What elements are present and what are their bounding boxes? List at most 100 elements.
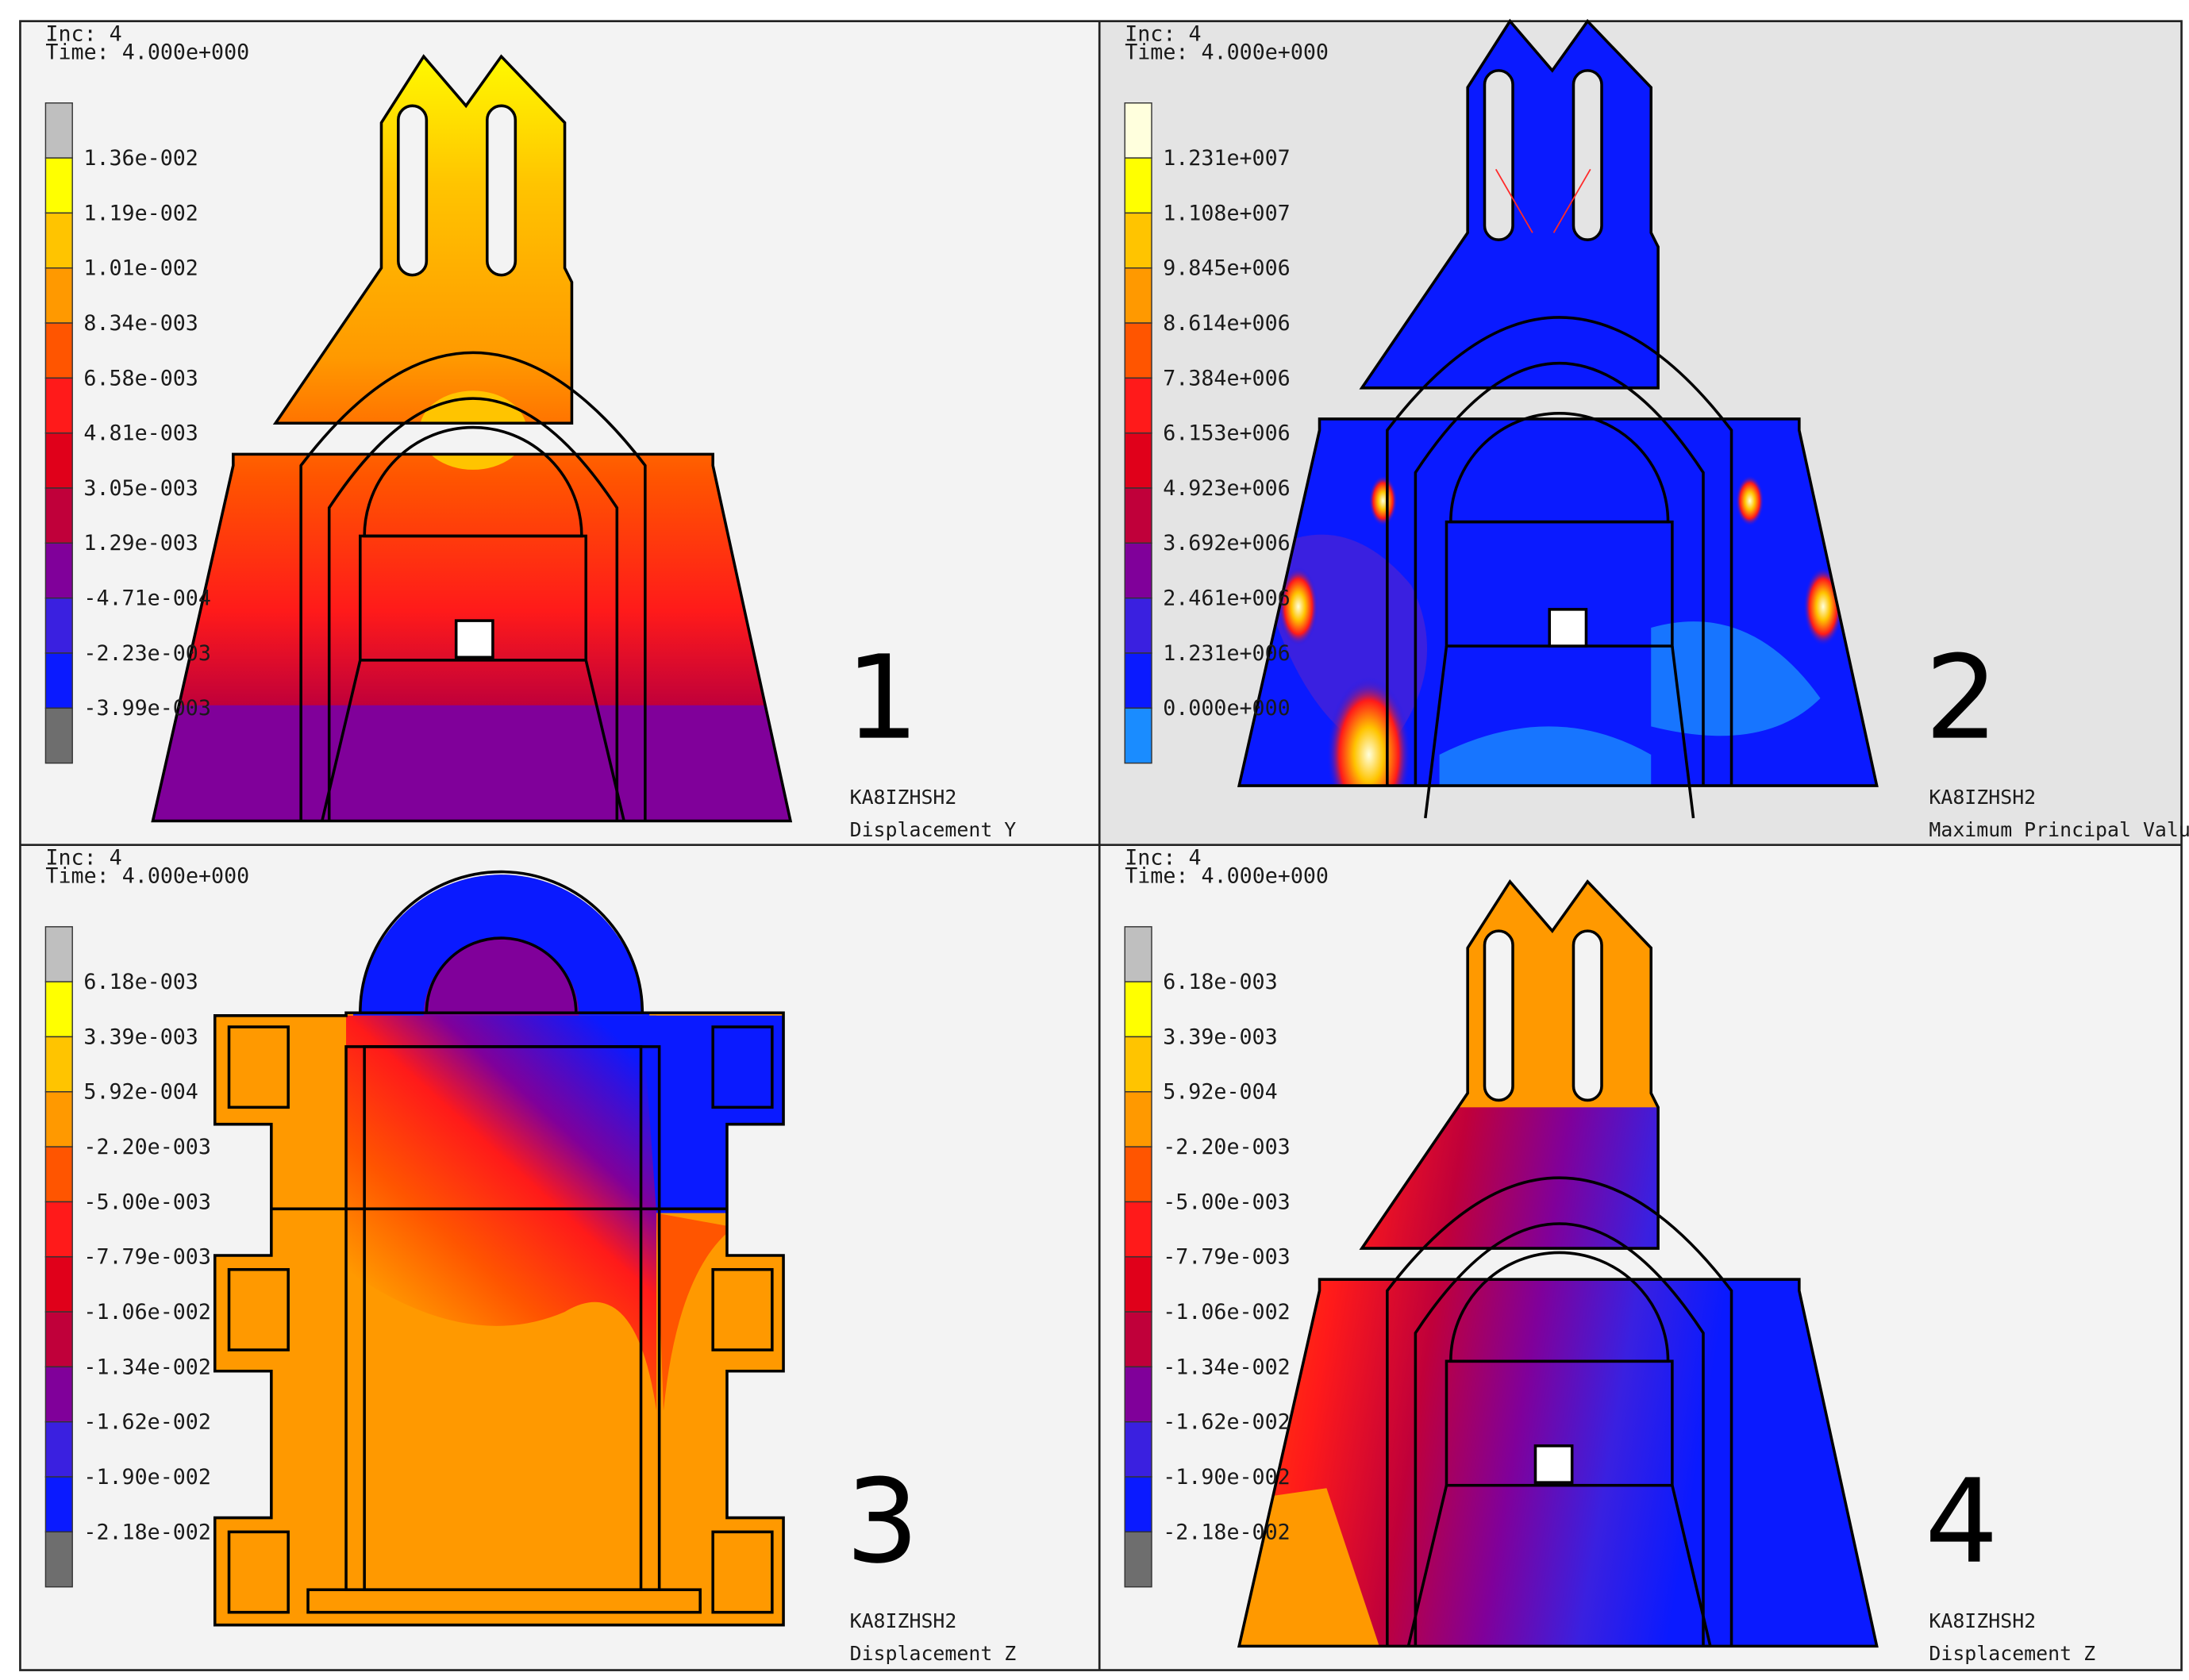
legend-swatch bbox=[1124, 981, 1152, 1038]
legend-label: -7.79e-003 bbox=[1163, 1245, 1290, 1270]
legend-label: 1.231e+007 bbox=[1163, 146, 1290, 171]
time-label: Time: 4.000e+000 bbox=[45, 864, 249, 889]
inc-label: Inc: 4 bbox=[45, 22, 121, 47]
legend-label: 3.692e+006 bbox=[1163, 531, 1290, 556]
panel-number: 1 bbox=[845, 632, 919, 766]
legend-swatch bbox=[44, 1366, 73, 1423]
legend-label: 1.19e-002 bbox=[83, 201, 198, 225]
legend-label: 6.153e+006 bbox=[1163, 421, 1290, 446]
legend-label: -5.00e-003 bbox=[83, 1190, 210, 1214]
legend-swatch bbox=[1124, 926, 1152, 982]
legend-label: 6.58e-003 bbox=[83, 366, 198, 390]
legend-swatch bbox=[44, 487, 73, 544]
color-legend: 6.18e-003 3.39e-003 5.92e-004 -2.20e-003 -5.… bbox=[1124, 926, 1291, 1588]
legend-swatch bbox=[44, 377, 73, 434]
legend-label: 8.614e+006 bbox=[1163, 311, 1290, 336]
legend-label: 0.000e+000 bbox=[1163, 696, 1290, 721]
time-label: Time: 4.000e+000 bbox=[1125, 40, 1329, 65]
legend-swatch bbox=[44, 1256, 73, 1313]
legend-swatch bbox=[44, 322, 73, 379]
legend-swatch bbox=[44, 102, 73, 159]
legend-label: -1.06e-002 bbox=[1163, 1300, 1290, 1324]
legend-swatch bbox=[1124, 432, 1152, 489]
color-legend: 1.36e-002 1.19e-002 1.01e-002 8.34e-003 6.58… bbox=[44, 102, 211, 764]
legend-label: 7.384e+006 bbox=[1163, 366, 1290, 390]
color-legend: 6.18e-003 3.39e-003 5.92e-004 -2.20e-003 -5.… bbox=[44, 926, 211, 1588]
legend-swatch bbox=[44, 1036, 73, 1093]
legend-swatch bbox=[1124, 487, 1152, 544]
model-name: KA8IZHSH2 bbox=[1929, 1609, 2036, 1632]
result-type: Maximum Principal Value of Stress bbox=[1929, 818, 2189, 841]
legend-swatch bbox=[44, 432, 73, 489]
legend-swatch bbox=[1124, 542, 1152, 599]
legend-swatch bbox=[1124, 1201, 1152, 1258]
legend-label: -1.06e-002 bbox=[83, 1300, 210, 1324]
legend-swatch bbox=[1124, 1036, 1152, 1093]
inc-label: Inc: 4 bbox=[1125, 22, 1201, 47]
legend-label: -7.79e-003 bbox=[83, 1245, 210, 1270]
model-name: KA8IZHSH2 bbox=[850, 786, 957, 809]
legend-swatch bbox=[1124, 1091, 1152, 1148]
panel-number: 2 bbox=[1925, 632, 1999, 766]
legend-label: 1.29e-003 bbox=[83, 531, 198, 556]
legend-swatch bbox=[1124, 1366, 1152, 1423]
legend-label: 6.18e-003 bbox=[83, 970, 198, 994]
legend-label: -1.90e-002 bbox=[83, 1465, 210, 1490]
legend-swatch bbox=[1124, 707, 1152, 764]
time-label: Time: 4.000e+000 bbox=[45, 40, 249, 65]
legend-swatch bbox=[44, 542, 73, 599]
legend-label: -3.99e-003 bbox=[83, 696, 210, 721]
legend-label: -1.34e-002 bbox=[1163, 1355, 1290, 1379]
legend-label: -2.20e-003 bbox=[1163, 1135, 1290, 1159]
legend-swatch bbox=[1124, 652, 1152, 709]
legend-swatch bbox=[1124, 102, 1152, 159]
result-type: Displacement Z bbox=[850, 1642, 1017, 1665]
panel-3-model bbox=[213, 870, 785, 1627]
legend-swatch bbox=[44, 1201, 73, 1258]
legend-label: 1.36e-002 bbox=[83, 146, 198, 171]
legend-swatch bbox=[1124, 322, 1152, 379]
legend-label: -1.34e-002 bbox=[83, 1355, 210, 1379]
legend-label: 4.923e+006 bbox=[1163, 476, 1290, 501]
legend-label: -4.71e-004 bbox=[83, 586, 210, 611]
legend-swatch bbox=[44, 1091, 73, 1148]
legend-label: 1.108e+007 bbox=[1163, 201, 1290, 225]
legend-swatch bbox=[44, 212, 73, 269]
panel-number: 3 bbox=[845, 1455, 919, 1590]
legend-label: 1.01e-002 bbox=[83, 256, 198, 281]
legend-label: -1.90e-002 bbox=[1163, 1465, 1290, 1490]
model-name: KA8IZHSH2 bbox=[1929, 786, 2036, 809]
legend-label: 4.81e-003 bbox=[83, 421, 198, 446]
legend-label: -1.62e-002 bbox=[1163, 1410, 1290, 1435]
legend-swatch bbox=[1124, 1256, 1152, 1313]
legend-swatch bbox=[44, 652, 73, 709]
legend-swatch bbox=[44, 267, 73, 324]
legend-swatch bbox=[1124, 1531, 1152, 1588]
result-type: Displacement Z bbox=[1929, 1642, 2095, 1665]
legend-swatch bbox=[1124, 1146, 1152, 1203]
legend-label: 5.92e-004 bbox=[1163, 1080, 1277, 1105]
legend-swatch bbox=[1124, 212, 1152, 269]
grid-frame bbox=[19, 20, 2183, 1671]
legend-label: -5.00e-003 bbox=[1163, 1190, 1290, 1214]
legend-swatch bbox=[44, 1476, 73, 1533]
legend-label: 6.18e-003 bbox=[1163, 970, 1277, 994]
legend-swatch bbox=[44, 1531, 73, 1588]
legend-swatch bbox=[44, 707, 73, 764]
color-legend: 1.231e+007 1.108e+007 9.845e+006 8.614e+006… bbox=[1124, 102, 1291, 764]
legend-label: -2.23e-003 bbox=[83, 641, 210, 666]
legend-swatch bbox=[1124, 377, 1152, 434]
legend-swatch bbox=[1124, 1421, 1152, 1478]
legend-label: -2.20e-003 bbox=[83, 1135, 210, 1159]
legend-swatch bbox=[44, 597, 73, 654]
legend-swatch bbox=[44, 1146, 73, 1203]
legend-label: 3.39e-003 bbox=[1163, 1025, 1277, 1049]
inc-label: Inc: 4 bbox=[1125, 846, 1201, 871]
time-label: Time: 4.000e+000 bbox=[1125, 864, 1329, 889]
panel-number: 4 bbox=[1925, 1455, 1999, 1590]
legend-label: -2.18e-002 bbox=[83, 1520, 210, 1544]
legend-label: -1.62e-002 bbox=[83, 1410, 210, 1435]
